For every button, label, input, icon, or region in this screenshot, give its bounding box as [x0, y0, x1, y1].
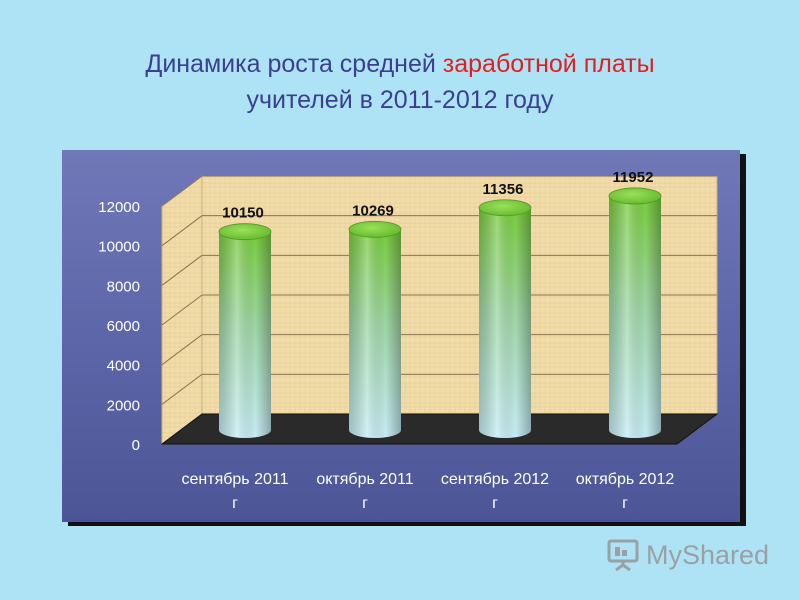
gridline-side — [161, 294, 203, 326]
bar-cap — [348, 220, 402, 238]
x-tick-label: г — [622, 495, 628, 512]
y-tick-label: 12000 — [98, 199, 140, 216]
x-tick-label: сентябрь 2011 — [182, 471, 289, 488]
title-line-2: учителей в 2011-2012 году — [246, 86, 554, 114]
bar — [478, 199, 532, 438]
logo-text: MyShared — [646, 539, 770, 570]
x-tick-label: октябрь 2011 — [316, 471, 413, 488]
myshared-logo: MyShared — [606, 538, 769, 572]
bar-chart: 0 2000 4000 6000 8000 10000 12000 10150 10269 11… — [98, 169, 719, 512]
presentation-board-icon — [607, 539, 639, 572]
slide-title: Динамика роста средней заработной платы … — [0, 46, 800, 118]
y-tick-label: 4000 — [107, 358, 140, 375]
y-tick-label: 6000 — [107, 318, 140, 335]
x-axis: сентябрь 2011 г октябрь 2011 г сентябрь 2012… — [182, 471, 675, 512]
y-tick-label: 10000 — [98, 239, 140, 256]
x-tick-label: г — [232, 495, 238, 512]
y-tick-label: 8000 — [107, 278, 140, 295]
gridline-side — [161, 215, 203, 247]
y-axis: 0 2000 4000 6000 8000 10000 12000 — [98, 199, 140, 454]
chart-floor — [160, 413, 719, 445]
bar — [218, 223, 272, 438]
gridline-side — [161, 254, 203, 286]
gridline-side — [161, 334, 203, 366]
y-tick-label: 2000 — [107, 397, 140, 414]
data-label: 10269 — [352, 202, 394, 219]
chart-panel: 0 2000 4000 6000 8000 10000 12000 10150 10269 11… — [62, 150, 740, 522]
bar-shading — [349, 229, 401, 438]
title-highlight: заработной платы — [442, 50, 655, 78]
data-label: 11356 — [483, 181, 524, 198]
bar — [608, 187, 662, 438]
bar-cap — [478, 199, 532, 217]
bar-cap — [218, 223, 272, 241]
bar-shading — [609, 195, 661, 438]
bar-shading — [219, 231, 271, 438]
data-label: 10150 — [222, 205, 264, 222]
x-tick-label: г — [492, 495, 498, 512]
data-labels: 10150 10269 11356 11952 — [222, 169, 653, 222]
gridline-side — [161, 175, 203, 207]
x-tick-label: г — [362, 495, 368, 512]
y-tick-label: 0 — [132, 437, 140, 454]
gridline-side — [161, 373, 203, 405]
title-line-1: Динамика роста средней заработной платы — [0, 46, 800, 82]
bar-shading — [479, 207, 531, 438]
bars — [218, 187, 662, 438]
data-label: 11952 — [613, 169, 654, 186]
x-tick-label: октябрь 2012 — [576, 471, 675, 488]
x-tick-label: сентябрь 2012 — [441, 471, 549, 488]
bar-cap — [608, 187, 662, 205]
title-part-1: Динамика роста средней — [145, 50, 443, 78]
bar — [348, 220, 402, 438]
